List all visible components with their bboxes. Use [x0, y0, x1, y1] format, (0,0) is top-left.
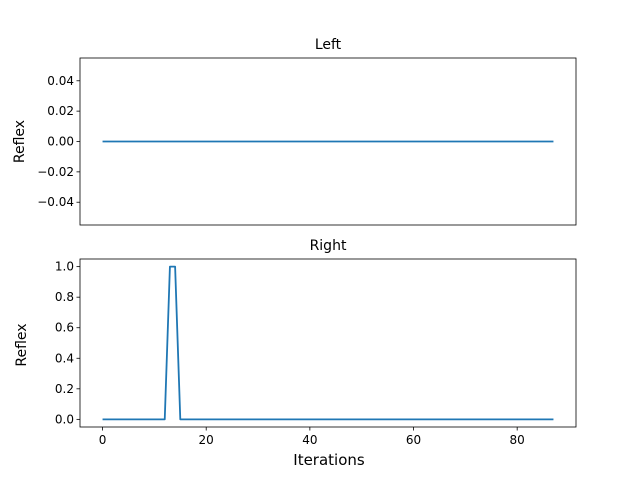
right-x-tick-label: 40 — [302, 433, 317, 447]
right-plot-area — [80, 259, 576, 427]
right-y-tick-label: 0.8 — [55, 290, 74, 304]
right-y-tick-label: 0.0 — [55, 412, 74, 426]
left-y-tick-label: −0.02 — [37, 165, 74, 179]
right-subplot: 0.0 0.2 0.4 0.6 0.8 1.0 0 20 40 60 80 Right Reflex… — [14, 238, 577, 469]
left-y-ticks: −0.04 −0.02 0.00 0.02 0.04 — [37, 74, 80, 209]
right-y-tick-label: 0.2 — [55, 382, 74, 396]
left-y-tick-label: 0.04 — [47, 74, 74, 88]
right-x-axis-label: Iterations — [293, 451, 365, 469]
left-y-tick-label: 0.00 — [47, 135, 74, 149]
left-y-axis-label: Reflex — [12, 120, 28, 163]
left-y-tick-label: 0.02 — [47, 104, 74, 118]
right-x-tick-label: 0 — [99, 433, 107, 447]
right-y-tick-label: 1.0 — [55, 260, 74, 274]
right-series — [102, 265, 554, 421]
right-y-tick-label: 0.6 — [55, 321, 74, 335]
right-y-axis-label: Reflex — [14, 323, 30, 366]
left-axes-frame — [79, 57, 577, 226]
left-y-tick-label: −0.04 — [37, 195, 74, 209]
right-x-tick-label: 80 — [510, 433, 525, 447]
right-subplot-title: Right — [310, 238, 347, 254]
right-x-tick-label: 20 — [199, 433, 214, 447]
left-subplot: −0.04 −0.02 0.00 0.02 0.04 Left Reflex — [12, 37, 577, 226]
right-y-tick-label: 0.4 — [55, 351, 74, 365]
left-subplot-title: Left — [315, 37, 342, 53]
right-axes-frame — [79, 258, 577, 428]
right-x-tick-label: 60 — [406, 433, 421, 447]
right-reflex-line — [102, 265, 554, 421]
right-axis-ticks: 0.0 0.2 0.4 0.6 0.8 1.0 0 20 40 60 80 — [55, 260, 525, 447]
